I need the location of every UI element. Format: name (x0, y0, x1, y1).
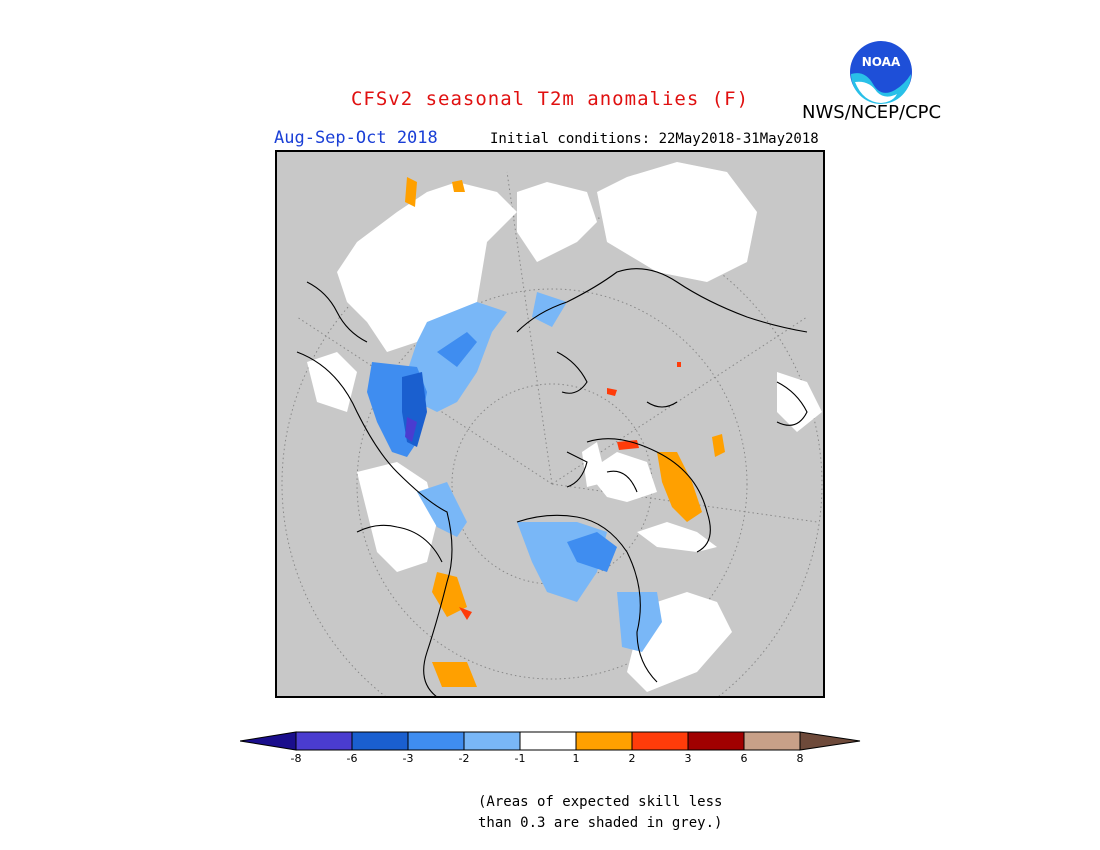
colorbar-tick: 3 (684, 752, 692, 765)
colorbar-tick: -1 (514, 752, 526, 765)
colorbar-swatch (575, 731, 633, 751)
colorbar-swatch (743, 731, 801, 751)
colorbar-swatch (407, 731, 465, 751)
colorbar-tick: 2 (628, 752, 636, 765)
colorbar-tick: 8 (796, 752, 804, 765)
colorbar-extend-high (799, 731, 861, 751)
polar-map (275, 150, 825, 698)
colorbar-swatch (351, 731, 409, 751)
season-label: Aug-Sep-Oct 2018 (274, 128, 438, 148)
colorbar-tick: 6 (740, 752, 748, 765)
colorbar-tick: -2 (458, 752, 470, 765)
colorbar-tick: -3 (402, 752, 414, 765)
initial-conditions-label: Initial conditions: 22May2018-31May2018 (490, 131, 819, 147)
map-title: CFSv2 seasonal T2m anomalies (F) (350, 88, 750, 110)
cold-anomaly-areas-strong (367, 332, 617, 572)
coastlines (296, 268, 808, 696)
svg-text:NOAA: NOAA (862, 55, 901, 69)
colorbar-extend-low (240, 731, 297, 751)
latitude-circle-60 (356, 288, 748, 680)
skill-note: (Areas of expected skill less than 0.3 a… (478, 792, 722, 834)
organization-label: NWS/NCEP/CPC (802, 102, 942, 123)
colorbar-swatch (631, 731, 689, 751)
latitude-circle-outer (281, 213, 823, 696)
colorbar-swatch (295, 731, 353, 751)
colorbar-swatch (519, 731, 577, 751)
colorbar-tick: 1 (572, 752, 580, 765)
colorbar-ticks: -8 -6 -3 -2 -1 1 2 3 6 8 (0, 752, 1100, 772)
skill-note-line: than 0.3 are shaded in grey.) (478, 815, 723, 831)
colorbar-swatch (463, 731, 521, 751)
noaa-logo-icon: NOAA (850, 41, 912, 104)
skill-note-line: (Areas of expected skill less (478, 794, 723, 810)
colorbar-tick: -6 (346, 752, 358, 765)
meridian-line (296, 316, 553, 485)
colorbar-swatch (687, 731, 745, 751)
colorbar (240, 731, 861, 751)
meridian-line (506, 171, 553, 485)
colorbar-tick: -8 (290, 752, 302, 765)
